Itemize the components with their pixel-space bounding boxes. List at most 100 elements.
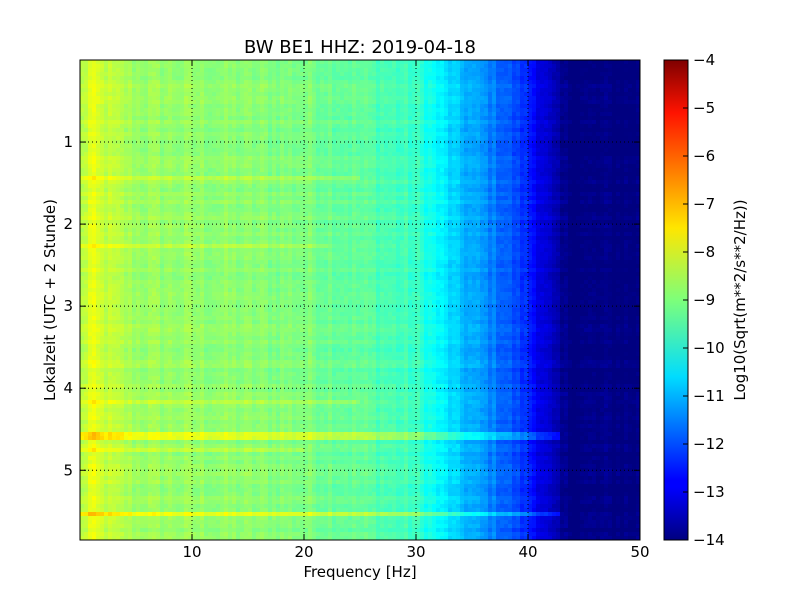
heatmap-cell — [552, 152, 557, 157]
heatmap-cell — [420, 72, 425, 77]
heatmap-cell — [436, 80, 441, 85]
heatmap-cell — [400, 144, 405, 149]
heatmap-cell — [432, 136, 437, 141]
heatmap-cell — [224, 128, 229, 133]
heatmap-cell — [156, 164, 161, 169]
heatmap-cell — [104, 80, 109, 85]
heatmap-cell — [212, 96, 217, 101]
heatmap-cell — [288, 84, 293, 89]
heatmap-cell — [200, 180, 205, 185]
heatmap-cell — [96, 72, 101, 77]
heatmap-cell — [344, 128, 349, 133]
heatmap-cell — [332, 152, 337, 157]
heatmap-cell — [84, 200, 89, 205]
heatmap-cell — [480, 168, 485, 173]
heatmap-cell — [224, 168, 229, 173]
heatmap-cell — [288, 196, 293, 201]
heatmap-cell — [480, 120, 485, 125]
heatmap-cell — [440, 156, 445, 161]
heatmap-cell — [220, 68, 225, 73]
heatmap-cell — [280, 156, 285, 161]
heatmap-cell — [596, 128, 601, 133]
heatmap-cell — [368, 148, 373, 153]
heatmap-cell — [380, 172, 385, 177]
heatmap-cell — [516, 152, 521, 157]
heatmap-cell — [508, 116, 513, 121]
heatmap-cell — [612, 168, 617, 173]
heatmap-cell — [148, 108, 153, 113]
heatmap-cell — [172, 76, 177, 81]
heatmap-cell — [468, 192, 473, 197]
heatmap-cell — [572, 184, 577, 189]
heatmap-cell — [492, 192, 497, 197]
heatmap-cell — [256, 192, 261, 197]
heatmap-cell — [240, 104, 245, 109]
heatmap-cell — [472, 92, 477, 97]
heatmap-cell — [268, 68, 273, 73]
heatmap-cell — [96, 104, 101, 109]
heatmap-cell — [424, 76, 429, 81]
heatmap-cell — [420, 104, 425, 109]
heatmap-cell — [492, 180, 497, 185]
heatmap-cell — [88, 96, 93, 101]
heatmap-cell — [556, 148, 561, 153]
heatmap-cell — [264, 192, 269, 197]
heatmap-cell — [260, 164, 265, 169]
heatmap-cell — [436, 180, 441, 185]
heatmap-cell — [528, 136, 533, 141]
heatmap-cell — [232, 68, 237, 73]
heatmap-cell — [496, 196, 501, 201]
heatmap-cell — [336, 192, 341, 197]
heatmap-cell — [140, 144, 145, 149]
heatmap-cell — [520, 144, 525, 149]
heatmap-cell — [256, 112, 261, 117]
heatmap-cell — [336, 200, 341, 205]
heatmap-cell — [420, 100, 425, 105]
heatmap-cell — [528, 160, 533, 165]
heatmap-cell — [88, 112, 93, 117]
heatmap-cell — [564, 156, 569, 161]
heatmap-cell — [132, 172, 137, 177]
heatmap-cell — [212, 104, 217, 109]
heatmap-cell — [320, 136, 325, 141]
heatmap-cell — [144, 92, 149, 97]
heatmap-cell — [388, 164, 393, 169]
heatmap-cell — [196, 116, 201, 121]
heatmap-cell — [324, 184, 329, 189]
heatmap-cell — [196, 104, 201, 109]
heatmap-cell — [596, 160, 601, 165]
heatmap-cell — [608, 128, 613, 133]
heatmap-cell — [488, 100, 493, 105]
heatmap-cell — [436, 196, 441, 201]
heatmap-cell — [560, 72, 565, 77]
heatmap-cell — [504, 196, 509, 201]
heatmap-cell — [460, 96, 465, 101]
heatmap-cell — [424, 160, 429, 165]
heatmap-cell — [592, 84, 597, 89]
heatmap-cell — [492, 164, 497, 169]
heatmap-cell — [520, 196, 525, 201]
heatmap-cell — [112, 152, 117, 157]
heatmap-cell — [304, 120, 309, 125]
heatmap-cell — [508, 152, 513, 157]
heatmap-cell — [372, 132, 377, 137]
heatmap-cell — [304, 124, 309, 129]
heatmap-cell — [348, 172, 353, 177]
heatmap-cell — [220, 80, 225, 85]
heatmap-cell — [432, 132, 437, 137]
heatmap-cell — [364, 84, 369, 89]
heatmap-cell — [520, 92, 525, 97]
heatmap-cell — [120, 196, 125, 201]
heatmap-cell — [256, 172, 261, 177]
heatmap-cell — [564, 152, 569, 157]
heatmap-cell — [376, 88, 381, 93]
heatmap-cell — [84, 116, 89, 121]
heatmap-cell — [272, 100, 277, 105]
heatmap-cell — [96, 136, 101, 141]
heatmap-cell — [428, 72, 433, 77]
heatmap-cell — [400, 88, 405, 93]
heatmap-cell — [344, 168, 349, 173]
heatmap-cell — [388, 100, 393, 105]
heatmap-cell — [532, 196, 537, 201]
heatmap-cell — [612, 148, 617, 153]
